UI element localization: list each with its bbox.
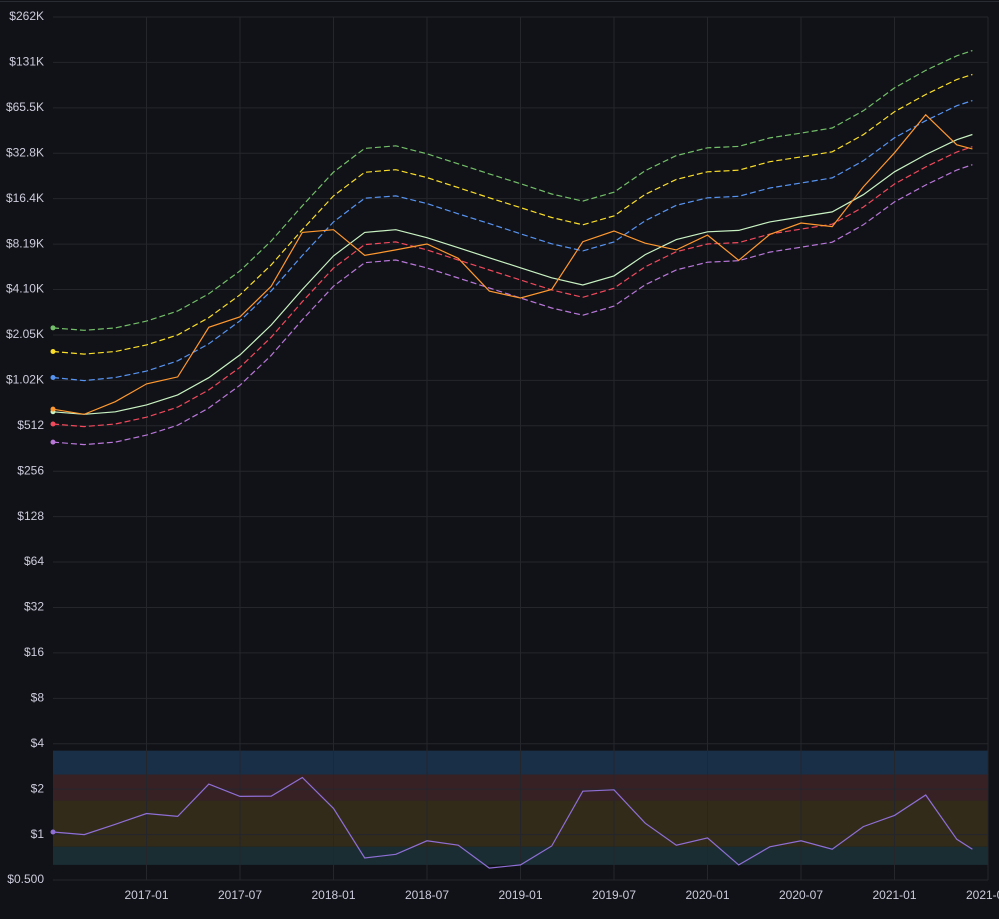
- series-line: [52, 133, 973, 415]
- y-tick-label: $262K: [9, 9, 44, 23]
- y-tick-label: $64: [24, 554, 44, 568]
- x-tick-label: 2018-07: [405, 888, 449, 902]
- x-tick-label: 2020-07: [779, 888, 823, 902]
- series-start-dot: [50, 829, 56, 835]
- x-tick-label: 2019-01: [498, 888, 542, 902]
- series-line: [52, 164, 973, 446]
- y-tick-label: $256: [17, 463, 44, 477]
- y-tick-label: $32: [24, 600, 44, 614]
- series-start-dot: [50, 406, 56, 412]
- y-tick-label: $65.5K: [6, 100, 44, 114]
- x-tick-label: 2019-07: [592, 888, 636, 902]
- y-tick-label: $16: [24, 645, 44, 659]
- x-tick-label: 2021-01: [872, 888, 916, 902]
- series-start-dot: [50, 421, 56, 427]
- series-line: [52, 100, 973, 382]
- y-tick-label: $4: [31, 736, 45, 750]
- y-tick-label: $0.500: [7, 872, 44, 886]
- y-tick-label: $1.02K: [6, 373, 44, 387]
- series-line: [52, 113, 973, 415]
- series-line: [52, 73, 973, 355]
- series-start-dot: [50, 439, 56, 445]
- y-tick-label: $32.8K: [6, 145, 44, 159]
- x-tick-label: 2021-07: [966, 888, 999, 902]
- series-start-dot: [50, 349, 56, 355]
- x-tick-label: 2017-01: [124, 888, 168, 902]
- y-tick-label: $8.19K: [6, 236, 44, 250]
- y-tick-label: $512: [17, 418, 44, 432]
- y-tick-label: $2: [31, 781, 45, 795]
- y-tick-label: $128: [17, 509, 44, 523]
- y-tick-label: $1: [31, 827, 45, 841]
- series-line: [52, 146, 973, 428]
- x-tick-label: 2020-01: [685, 888, 729, 902]
- y-tick-label: $4.10K: [6, 282, 44, 296]
- series-line: [52, 776, 973, 869]
- x-tick-label: 2018-01: [311, 888, 355, 902]
- y-tick-label: $131K: [9, 55, 44, 69]
- series-line: [52, 50, 973, 331]
- y-tick-label: $16.4K: [6, 191, 44, 205]
- series-start-dot: [50, 325, 56, 331]
- series-start-dot: [50, 374, 56, 380]
- y-tick-label: $2.05K: [6, 327, 44, 341]
- y-tick-label: $8: [31, 690, 45, 704]
- x-tick-label: 2017-07: [218, 888, 262, 902]
